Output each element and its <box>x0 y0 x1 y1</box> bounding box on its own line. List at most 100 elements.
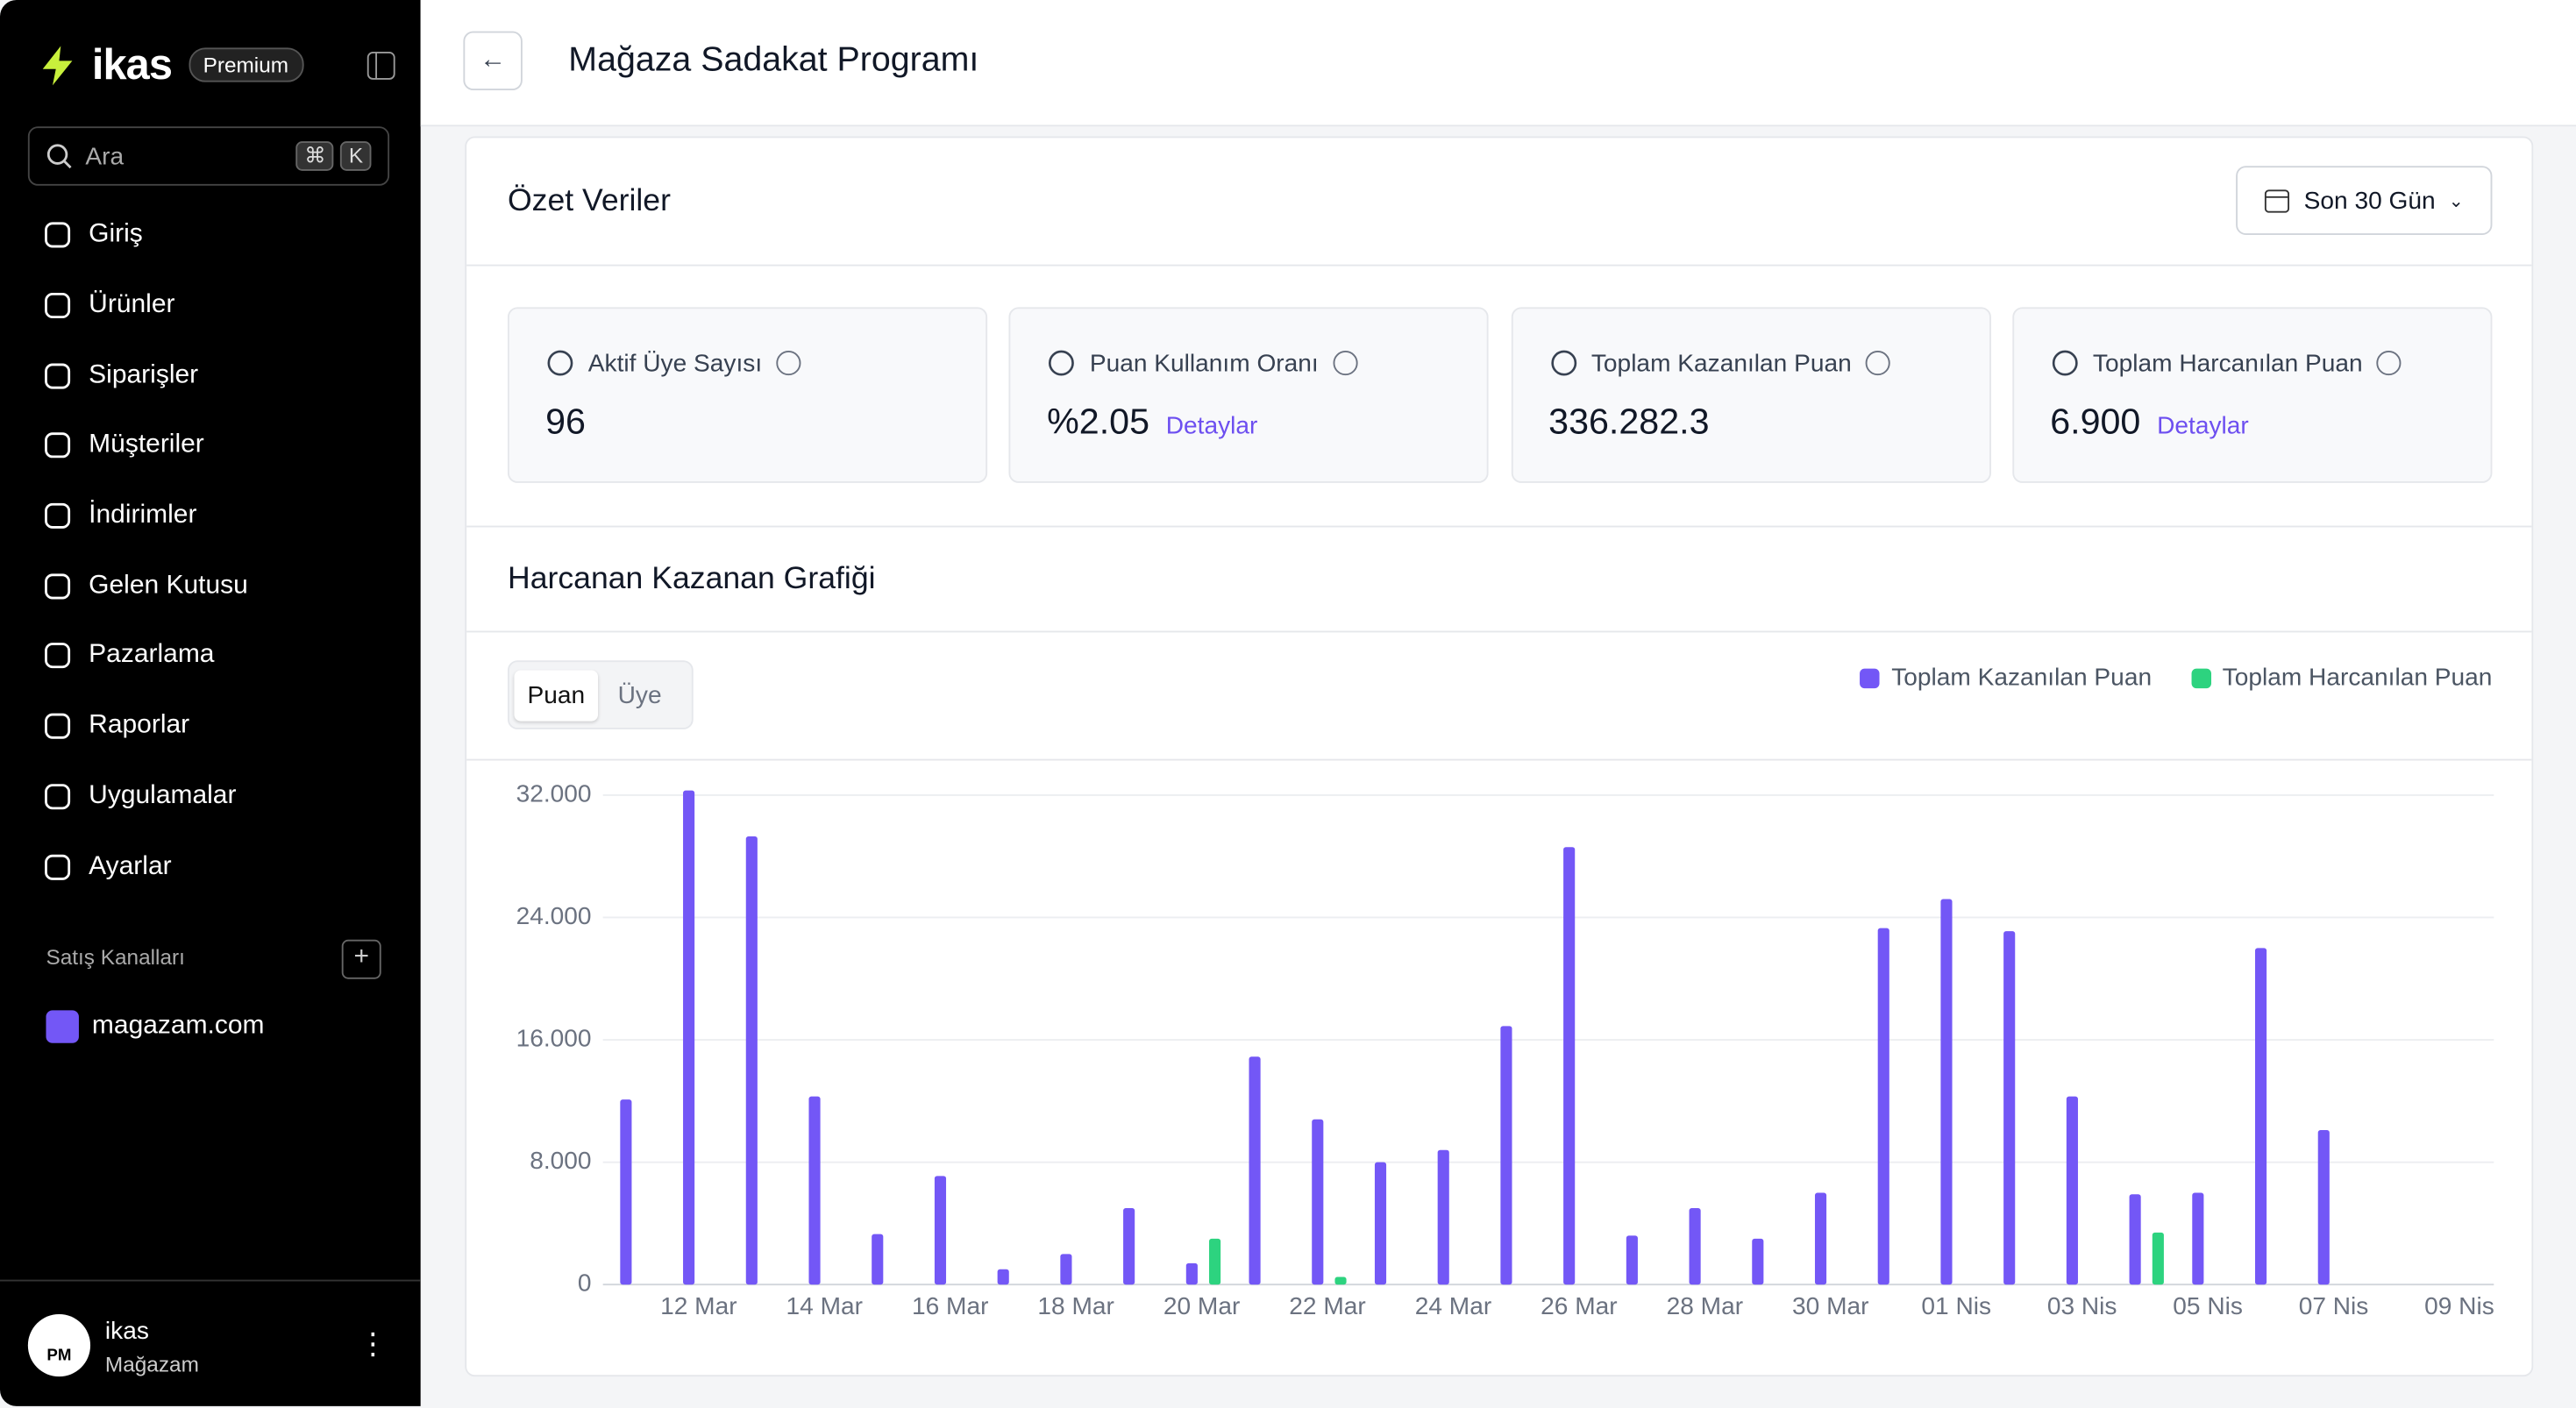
menu-icon <box>45 643 71 670</box>
channel[interactable]: magazam.com <box>46 1010 265 1043</box>
bar[interactable] <box>2255 948 2267 1285</box>
page-title: Mağaza Sadakat Programı <box>568 40 979 79</box>
icon-shape <box>45 363 71 389</box>
bar[interactable] <box>745 836 758 1285</box>
bar[interactable] <box>1500 1026 1512 1285</box>
menu-label: Ayarlar <box>89 851 172 880</box>
icon-shape <box>45 853 71 879</box>
menu-label: Giriş <box>89 220 143 249</box>
menu-item[interactable]: Müşteriler <box>43 411 248 481</box>
info-icon[interactable] <box>1332 350 1358 376</box>
bar[interactable] <box>872 1234 884 1285</box>
menu-item[interactable]: Ayarlar <box>43 831 248 901</box>
brand-name: ikas <box>91 39 173 89</box>
add-channel[interactable]: + <box>341 939 381 979</box>
bar[interactable] <box>808 1096 821 1285</box>
menu-item[interactable]: Ürünler <box>43 271 248 341</box>
bar[interactable] <box>1334 1276 1347 1285</box>
icon-shape <box>1865 351 1890 376</box>
bar[interactable] <box>2317 1130 2330 1285</box>
bar[interactable] <box>1877 928 1889 1285</box>
x-tick-label: 14 Mar <box>786 1292 863 1319</box>
bar[interactable] <box>2152 1232 2164 1285</box>
menu-item[interactable]: Pazarlama <box>43 622 248 692</box>
tab[interactable]: Puan <box>514 669 599 721</box>
legend-item[interactable]: Toplam Harcanılan Puan <box>2191 664 2492 692</box>
bar[interactable] <box>1249 1056 1261 1285</box>
menu-item[interactable]: Giriş <box>43 201 248 271</box>
stat-card: Toplam Kazanılan Puan 336.282.3 <box>1511 307 1991 483</box>
bar[interactable] <box>2129 1194 2141 1285</box>
chart-title: Harcanan Kazanan Grafiği <box>507 561 876 597</box>
legend-swatch <box>1860 667 1881 688</box>
divider <box>466 630 2532 633</box>
search[interactable]: Ara ⌘ K <box>27 126 390 186</box>
stat-label: Puan Kullanım Oranı <box>1089 349 1319 378</box>
bar[interactable] <box>934 1176 947 1285</box>
details-link[interactable]: Detaylar <box>2157 412 2249 441</box>
menu-icon <box>45 363 71 389</box>
date-range[interactable]: Son 30 Gün ⌄ <box>2236 166 2493 235</box>
bar[interactable] <box>1060 1254 1072 1285</box>
menu-icon <box>45 433 71 459</box>
bar[interactable] <box>620 1099 632 1285</box>
tab[interactable]: Üye <box>617 680 662 709</box>
stat-card: Puan Kullanım Oranı %2.05 Detaylar <box>1009 307 1490 483</box>
legend-label: Toplam Harcanılan Puan <box>2222 663 2493 692</box>
menu-item[interactable]: Gelen Kutusu <box>43 551 248 622</box>
bar[interactable] <box>1374 1162 1387 1285</box>
bar[interactable] <box>683 790 695 1285</box>
legend-item[interactable]: Toplam Kazanılan Puan <box>1860 664 2152 692</box>
menu-label: Uygulamalar <box>89 781 237 810</box>
collapse-icon[interactable] <box>366 50 395 80</box>
user-store: Mağazam <box>104 1352 199 1377</box>
menu-label: İndirimler <box>89 501 197 530</box>
search-placeholder: Ara <box>85 142 125 170</box>
bar[interactable] <box>1312 1119 1324 1285</box>
menu-item[interactable]: Raporlar <box>43 691 248 761</box>
plan-badge: Premium <box>188 47 303 82</box>
x-tick-label: 24 Mar <box>1415 1292 1491 1319</box>
stat-value: %2.05 <box>1047 401 1150 443</box>
bar[interactable] <box>1437 1149 1449 1285</box>
bar[interactable] <box>1689 1208 1701 1285</box>
bar[interactable] <box>1563 847 1576 1285</box>
bar[interactable] <box>1814 1192 1827 1285</box>
bar[interactable] <box>997 1269 1009 1285</box>
bar[interactable] <box>1209 1238 1221 1285</box>
y-tick-label: 0 <box>578 1269 592 1297</box>
channels-title: Satış Kanalları <box>46 944 185 970</box>
menu: Giriş Ürünler Siparişler Müşteriler İndiriml… <box>43 201 248 902</box>
bar[interactable] <box>1752 1238 1764 1285</box>
details-link[interactable]: Detaylar <box>1165 412 1258 441</box>
icon-shape <box>1550 350 1576 376</box>
bar[interactable] <box>1123 1208 1135 1285</box>
user[interactable]: PM ikas Mağazam ⋮ <box>0 1279 421 1408</box>
stat-icon <box>2052 350 2078 376</box>
x-tick-label: 05 Nis <box>2173 1292 2243 1319</box>
menu-item[interactable]: Siparişler <box>43 341 248 411</box>
menu-item[interactable]: Uygulamalar <box>43 761 248 831</box>
info-icon[interactable] <box>2376 350 2402 376</box>
info-icon[interactable] <box>775 350 801 376</box>
menu-item[interactable]: İndirimler <box>43 481 248 551</box>
menu-icon <box>45 853 71 879</box>
back-button[interactable]: ← <box>463 31 523 91</box>
bar[interactable] <box>2003 931 2016 1285</box>
menu-icon <box>45 783 71 809</box>
header: ← Mağaza Sadakat Programı <box>420 0 2576 127</box>
stat-label-row: Aktif Üye Sayısı <box>545 348 801 378</box>
stat-icon <box>1049 350 1075 376</box>
key: K <box>340 141 372 171</box>
bar[interactable] <box>1626 1235 1638 1285</box>
bar[interactable] <box>2066 1096 2078 1285</box>
info-icon[interactable] <box>1865 350 1891 376</box>
icon-shape <box>776 351 801 376</box>
more-button[interactable]: ⋮ <box>358 1326 388 1361</box>
menu-label: Gelen Kutusu <box>89 571 248 600</box>
summary-title: Özet Veriler <box>507 183 671 219</box>
bar[interactable] <box>2192 1192 2204 1285</box>
bar[interactable] <box>1940 899 1953 1285</box>
bar[interactable] <box>1185 1262 1198 1285</box>
icon-shape <box>45 223 71 249</box>
